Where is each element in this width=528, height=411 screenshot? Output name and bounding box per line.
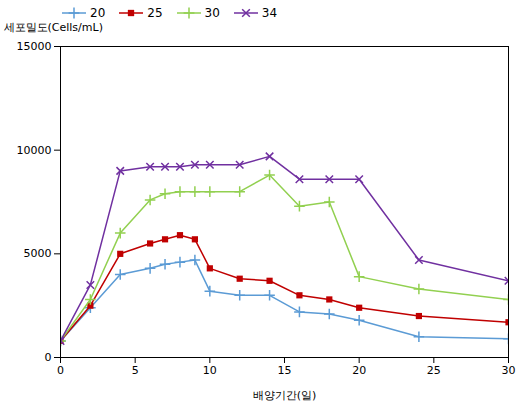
svg-text:25: 25 <box>427 364 441 377</box>
svg-text:15: 15 <box>278 364 292 377</box>
html-text:20: 20 <box>90 6 106 20</box>
html-text:34: 34 <box>261 6 278 20</box>
svg-text:30: 30 <box>502 364 516 377</box>
svg-text:10000: 10000 <box>17 144 52 157</box>
html-text:30: 30 <box>204 6 220 20</box>
svg-text:배양기간(일): 배양기간(일) <box>253 389 317 402</box>
svg-text:5: 5 <box>132 364 139 377</box>
svg-text:5000: 5000 <box>24 247 52 260</box>
html-text:25: 25 <box>147 6 163 20</box>
svg-text:20: 20 <box>352 364 366 377</box>
svg-text:15000: 15000 <box>17 40 52 53</box>
svg-text:세포밀도(Cells/mL): 세포밀도(Cells/mL) <box>4 21 103 34</box>
svg-text:0: 0 <box>57 364 64 377</box>
svg-text:0: 0 <box>45 351 52 364</box>
svg-text:10: 10 <box>203 364 217 377</box>
